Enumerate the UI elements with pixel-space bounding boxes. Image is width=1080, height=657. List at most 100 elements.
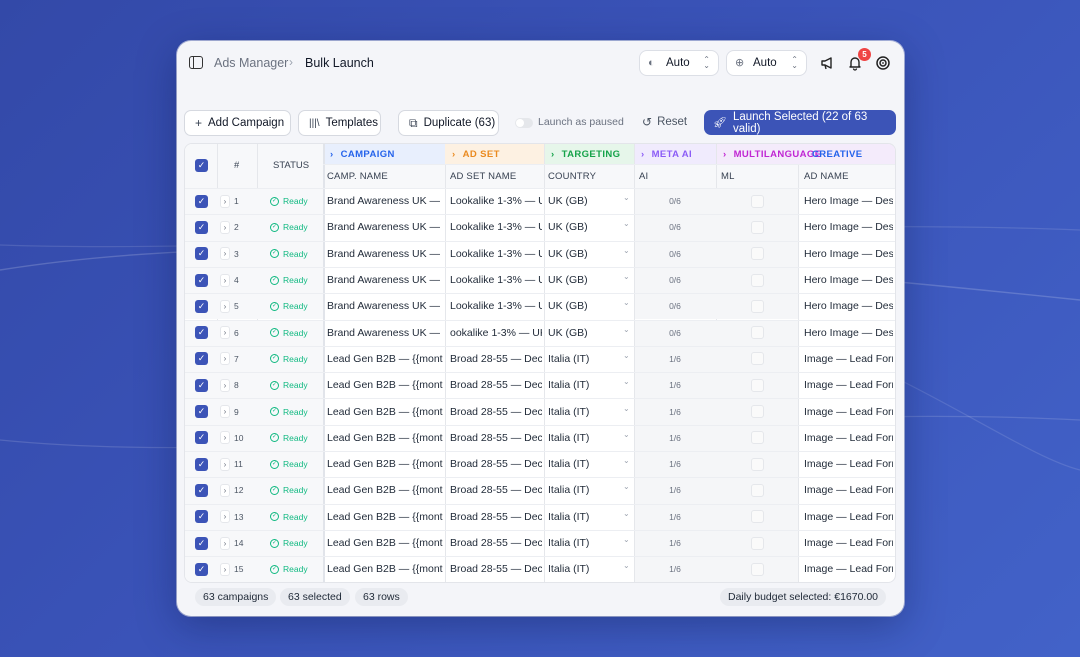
ad-name-cell[interactable]: Hero Image — Desk <box>804 326 893 339</box>
ad-set-name-cell[interactable]: Lookalike 1-3% — U <box>450 274 542 287</box>
ad-name-cell[interactable]: Image — Lead Form <box>804 537 893 550</box>
campaign-name-cell[interactable]: Lead Gen B2B — {{montl <box>327 431 443 444</box>
col-header-camp-name[interactable]: CAMP. NAME <box>327 170 388 182</box>
duplicate-button[interactable]: ⧉ Duplicate (63) <box>398 110 499 136</box>
table-row[interactable] <box>185 214 895 240</box>
table-row[interactable] <box>185 319 895 346</box>
row-checkbox[interactable]: ✓ <box>195 378 208 392</box>
chevron-right-icon[interactable]: › <box>220 326 230 340</box>
country-select[interactable]: Italia (IT) <box>548 484 590 497</box>
ad-set-name-cell[interactable]: Broad 28-55 — Dec <box>450 431 542 444</box>
table-row[interactable] <box>185 345 895 372</box>
chevron-right-icon[interactable]: › <box>220 536 230 550</box>
campaign-name-cell[interactable]: Lead Gen B2B — {{montl <box>327 405 443 418</box>
ml-checkbox[interactable] <box>751 378 764 392</box>
theme-select[interactable]: ◐ Auto ⌃ ⌄ <box>639 50 719 76</box>
language-select[interactable]: ⊕ Auto ⌃ ⌄ <box>726 50 807 76</box>
ml-checkbox[interactable] <box>751 562 764 576</box>
campaign-name-cell[interactable]: Brand Awareness UK — { <box>327 195 443 208</box>
bell-icon[interactable] <box>847 55 863 71</box>
row-checkbox[interactable]: ✓ <box>195 273 208 287</box>
country-select[interactable]: Italia (IT) <box>548 458 590 471</box>
row-checkbox[interactable]: ✓ <box>195 220 208 234</box>
chevron-right-icon[interactable]: › <box>220 431 230 445</box>
table-row[interactable] <box>185 372 895 398</box>
country-select[interactable]: UK (GB) <box>548 247 588 260</box>
chevron-right-icon[interactable]: › <box>220 273 230 287</box>
group-multilanguage[interactable]: › MULTILANGUAGE <box>723 148 822 160</box>
row-checkbox[interactable]: ✓ <box>195 326 208 340</box>
country-select[interactable]: Italia (IT) <box>548 563 590 576</box>
sidebar-toggle-icon[interactable] <box>189 56 203 69</box>
table-row[interactable] <box>185 398 895 424</box>
table-row[interactable] <box>185 424 895 451</box>
table-row[interactable] <box>185 503 895 530</box>
row-checkbox[interactable]: ✓ <box>195 247 208 261</box>
ad-set-name-cell[interactable]: Broad 28-55 — Dec <box>450 405 542 418</box>
campaign-name-cell[interactable]: Lead Gen B2B — {{montl <box>327 563 443 576</box>
row-checkbox[interactable]: ✓ <box>195 483 208 497</box>
ad-set-name-cell[interactable]: Broad 28-55 — Dec <box>450 510 542 523</box>
ad-name-cell[interactable]: Hero Image — Desk <box>804 221 893 234</box>
campaign-name-cell[interactable]: Lead Gen B2B — {{montl <box>327 458 443 471</box>
chevron-right-icon[interactable]: › <box>220 562 230 576</box>
ad-name-cell[interactable]: Image — Lead Form <box>804 352 893 365</box>
ml-checkbox[interactable] <box>751 352 764 366</box>
reset-button[interactable]: ↺ Reset <box>642 115 687 129</box>
campaign-name-cell[interactable]: Lead Gen B2B — {{montl <box>327 379 443 392</box>
campaign-name-cell[interactable]: Brand Awareness UK — { <box>327 247 443 260</box>
campaign-name-cell[interactable]: Brand Awareness UK — { <box>327 300 443 313</box>
ad-name-cell[interactable]: Image — Lead Form <box>804 431 893 444</box>
ad-set-name-cell[interactable]: Broad 28-55 — Dec <box>450 484 542 497</box>
ad-name-cell[interactable]: Image — Lead Form <box>804 458 893 471</box>
table-row[interactable] <box>185 451 895 477</box>
ad-set-name-cell[interactable]: Lookalike 1-3% — U <box>450 221 542 234</box>
row-checkbox[interactable]: ✓ <box>195 510 208 524</box>
ad-name-cell[interactable]: Hero Image — Desk <box>804 195 893 208</box>
row-checkbox[interactable]: ✓ <box>195 352 208 366</box>
campaign-name-cell[interactable]: Lead Gen B2B — {{montl <box>327 537 443 550</box>
target-icon[interactable] <box>875 55 891 71</box>
country-select[interactable]: UK (GB) <box>548 300 588 313</box>
ad-set-name-cell[interactable]: Broad 28-55 — Dec <box>450 563 542 576</box>
campaign-name-cell[interactable]: Lead Gen B2B — {{montl <box>327 484 443 497</box>
campaign-name-cell[interactable]: Brand Awareness UK — { <box>327 274 443 287</box>
ml-checkbox[interactable] <box>751 483 764 497</box>
ad-set-name-cell[interactable]: Broad 28-55 — Dec <box>450 458 542 471</box>
ad-set-name-cell[interactable]: ookalike 1-3% — UK <box>450 326 542 339</box>
ad-name-cell[interactable]: Hero Image — Desk <box>804 247 893 260</box>
megaphone-icon[interactable] <box>820 55 836 71</box>
row-checkbox[interactable]: ✓ <box>195 431 208 445</box>
row-checkbox[interactable]: ✓ <box>195 405 208 419</box>
launch-selected-button[interactable]: 🚀︎ Launch Selected (22 of 63 valid) <box>704 110 896 135</box>
table-row[interactable] <box>185 188 895 214</box>
ad-set-name-cell[interactable]: Broad 28-55 — Dec <box>450 537 542 550</box>
col-header-ai[interactable]: AI <box>639 170 649 182</box>
col-header-country[interactable]: COUNTRY <box>548 170 597 182</box>
row-checkbox[interactable]: ✓ <box>195 536 208 550</box>
col-header-ad-name[interactable]: AD NAME <box>804 170 849 182</box>
ad-name-cell[interactable]: Image — Lead Form <box>804 510 893 523</box>
ad-name-cell[interactable]: Image — Lead Form <box>804 379 893 392</box>
ml-checkbox[interactable] <box>751 299 764 313</box>
ad-name-cell[interactable]: Image — Lead Form <box>804 405 893 418</box>
group-meta-ai[interactable]: › META AI <box>641 148 693 160</box>
table-row[interactable] <box>185 477 895 503</box>
group-campaign[interactable]: › CAMPAIGN <box>330 148 395 160</box>
ad-set-name-cell[interactable]: Lookalike 1-3% — U <box>450 247 542 260</box>
group-ad-set[interactable]: › AD SET <box>452 148 500 160</box>
table-row[interactable] <box>185 266 895 293</box>
country-select[interactable]: UK (GB) <box>548 221 588 234</box>
ml-checkbox[interactable] <box>751 273 764 287</box>
ml-checkbox[interactable] <box>751 405 764 419</box>
ml-checkbox[interactable] <box>751 457 764 471</box>
chevron-right-icon[interactable]: › <box>220 352 230 366</box>
country-select[interactable]: Italia (IT) <box>548 379 590 392</box>
ad-name-cell[interactable]: Hero Image — Desk <box>804 274 893 287</box>
group-creative[interactable]: CREATIVE <box>812 144 863 164</box>
row-checkbox[interactable]: ✓ <box>195 194 208 208</box>
row-checkbox[interactable]: ✓ <box>195 299 208 313</box>
ad-set-name-cell[interactable]: Lookalike 1-3% — U <box>450 195 542 208</box>
chevron-right-icon[interactable]: › <box>220 405 230 419</box>
ad-set-name-cell[interactable]: Lookalike 1-3% — U <box>450 300 542 313</box>
